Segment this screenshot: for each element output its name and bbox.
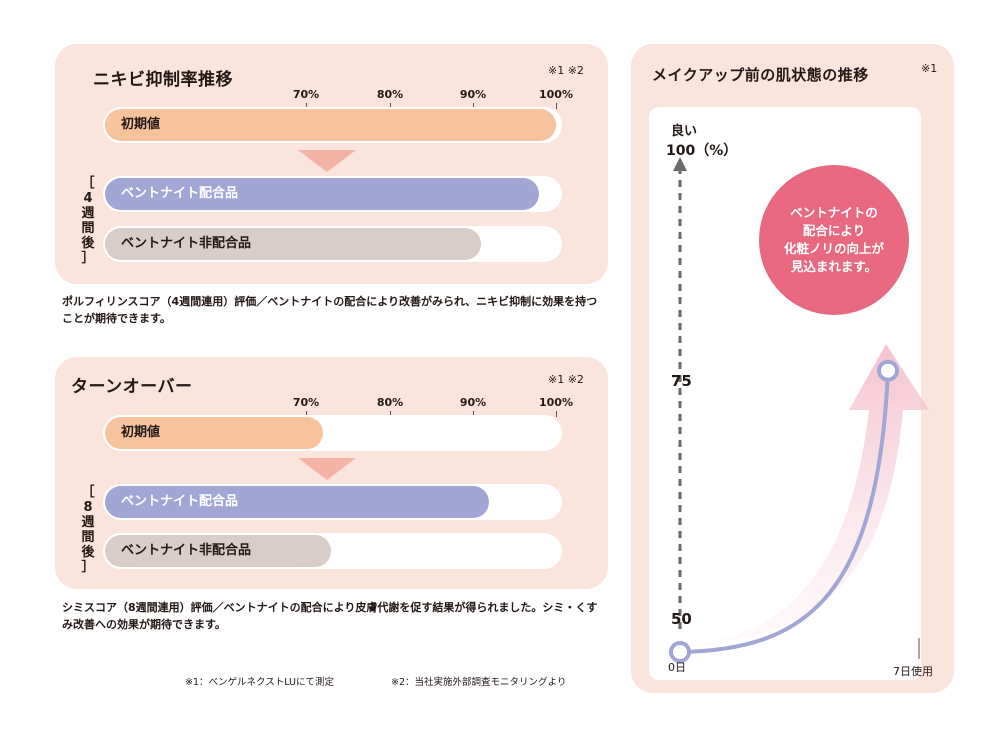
acne-bar-with: ベントナイト配合品 (105, 178, 540, 210)
turnover-bar-without: ベントナイト非配合品 (105, 535, 331, 567)
turnover-tick-mark (306, 411, 307, 417)
skin-chart-title: メイクアップ前の肌状態の推移 (652, 66, 869, 84)
skin-y-axis-arrowhead (673, 157, 687, 171)
callout-line: 化粧ノリの向上が (783, 241, 884, 256)
bracket-char: 後 (81, 545, 95, 560)
bracket-char: 間 (81, 221, 95, 236)
turnover-tick-label: 70% (292, 396, 320, 409)
acne-bar-without: ベントナイト非配合品 (105, 228, 481, 260)
callout-line: ベントナイトの (790, 205, 878, 220)
skin-x-start-label: 0日 (668, 661, 686, 674)
acne-chart-title: ニキビ抑制率推移 (93, 70, 233, 90)
bracket-char: ］ (81, 251, 95, 266)
skin-data-point-start (669, 641, 691, 663)
skin-y-75-label: 75 (671, 372, 692, 390)
skin-series-line (679, 370, 890, 654)
turnover-tick-label: 100% (539, 396, 573, 409)
skin-y-top-label: 良い (671, 124, 698, 139)
acne-tick-mark (306, 103, 307, 109)
acne-tick-mark (390, 103, 391, 109)
acne-period-bracket: ［ 4 週 間 後 ］ (78, 176, 98, 266)
bracket-char: 間 (81, 530, 95, 545)
bracket-char: 後 (81, 236, 95, 251)
footnote-2: ※2：当社実施外部調査モニタリングより (391, 677, 567, 688)
turnover-tick-mark (556, 411, 557, 417)
turnover-tick-label: 80% (376, 396, 404, 409)
acne-tick-label: 70% (292, 88, 320, 101)
turnover-down-arrow (298, 458, 356, 480)
turnover-note: ※1 ※2 (548, 373, 584, 386)
skin-y-50-label: 50 (671, 610, 692, 628)
turnover-tick-label: 90% (459, 396, 487, 409)
callout-line: 配合により (802, 223, 866, 238)
turnover-chart-title: ターンオーバー (71, 377, 193, 397)
skin-y-100-label: 100（%） (666, 143, 738, 159)
bracket-char: 4 (83, 191, 93, 206)
turnover-description: シミスコア（8週間連用）評価／ベントナイトの配合により皮膚代謝を促す結果が得られ… (62, 601, 598, 631)
acne-description: ポルフィリンスコア（4週間連用）評価／ベントナイトの配合により改善がみられ、ニキ… (62, 295, 598, 325)
bracket-char: ［ (81, 485, 95, 500)
acne-tick-mark (473, 103, 474, 109)
turnover-period-bracket: ［ 8 週 間 後 ］ (78, 485, 98, 575)
skin-data-point-end (877, 359, 899, 382)
skin-x-end-label: 7日使用 (893, 665, 933, 678)
turnover-bar-with: ベントナイト配合品 (105, 486, 490, 518)
acne-down-arrow (298, 150, 356, 172)
footnote-1: ※1：ベンゲルネクストLUにて測定 (185, 677, 334, 688)
acne-tick-label: 80% (376, 88, 404, 101)
bracket-char: 週 (81, 515, 95, 530)
acne-note: ※1 ※2 (548, 64, 584, 77)
acne-tick-mark (556, 103, 557, 109)
callout-line: 見込まれます。 (790, 259, 878, 274)
bracket-char: ［ (81, 176, 95, 191)
bracket-char: 週 (81, 206, 95, 221)
turnover-tick-mark (473, 411, 474, 417)
acne-tick-label: 100% (539, 88, 573, 101)
bracket-char: 8 (83, 500, 93, 515)
skin-callout-bubble: ベントナイトの 配合により 化粧ノリの向上が 見込まれます。 (759, 165, 909, 315)
bracket-char: ］ (81, 560, 95, 575)
acne-bar-initial: 初期値 (105, 109, 556, 141)
skin-note: ※1 (921, 62, 938, 75)
acne-tick-label: 90% (459, 88, 487, 101)
turnover-bar-initial: 初期値 (105, 417, 323, 449)
turnover-tick-mark (390, 411, 391, 417)
skin-up-arrow (671, 344, 929, 647)
